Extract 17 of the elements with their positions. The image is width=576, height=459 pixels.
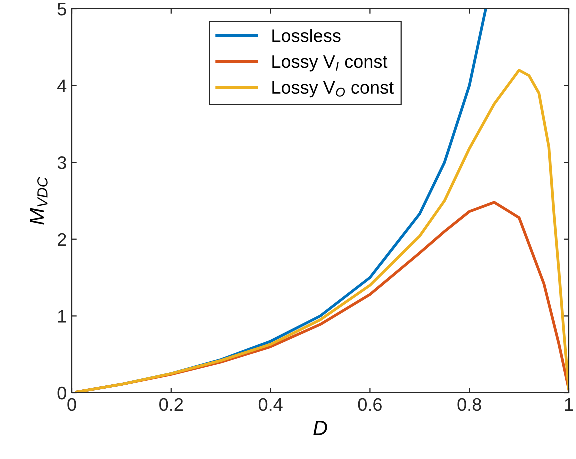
- y-tick-label: 2: [58, 233, 66, 246]
- x-tick-label: 0.8: [458, 398, 482, 412]
- y-tick-label: 5: [58, 3, 66, 16]
- legend-label: Lossless: [272, 29, 341, 42]
- y-tick-label: 0: [58, 386, 66, 400]
- x-tick-label: 0: [68, 398, 76, 412]
- x-tick-label: 1: [565, 398, 574, 411]
- legend-label: Lossy V$_{I}$ const: [272, 56, 388, 72]
- x-axis-title: D: [314, 421, 328, 436]
- x-tick-label: 0.4: [258, 398, 283, 412]
- x-tick-label: 0.6: [358, 398, 382, 412]
- y-tick-label: 4: [58, 80, 67, 92]
- legend-label: Lossy V$_{O}$ const: [272, 81, 394, 98]
- x-tick-label: 0.2: [160, 398, 184, 412]
- y-tick-label: 3: [58, 156, 66, 170]
- y-axis-title: M$_{VDC}$: [30, 177, 48, 225]
- y-tick-label: 1: [58, 310, 66, 323]
